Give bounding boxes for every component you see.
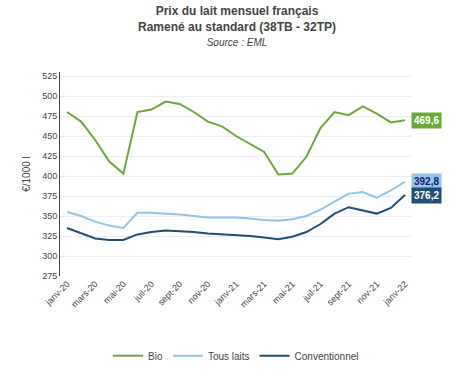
svg-text:mai-20: mai-20 <box>101 279 128 306</box>
svg-text:376,2: 376,2 <box>414 190 439 201</box>
svg-text:Conventionnel: Conventionnel <box>295 351 359 362</box>
svg-text:Bio: Bio <box>148 351 163 362</box>
svg-text:500: 500 <box>42 91 57 101</box>
svg-text:300: 300 <box>42 251 57 261</box>
svg-text:sept-21: sept-21 <box>325 279 353 307</box>
svg-text:janv-22: janv-22 <box>381 279 410 308</box>
svg-text:mars-20: mars-20 <box>69 279 99 309</box>
svg-text:400: 400 <box>42 171 57 181</box>
svg-text:janv-20: janv-20 <box>43 279 72 308</box>
svg-text:450: 450 <box>42 131 57 141</box>
svg-text:350: 350 <box>42 211 57 221</box>
svg-text:juil-21: juil-21 <box>300 279 325 304</box>
svg-text:475: 475 <box>42 111 57 121</box>
svg-text:469,6: 469,6 <box>414 115 439 126</box>
svg-text:Tous laits: Tous laits <box>208 351 250 362</box>
svg-text:525: 525 <box>42 71 57 81</box>
svg-text:nov-20: nov-20 <box>186 279 213 306</box>
svg-text:sept-20: sept-20 <box>156 279 184 307</box>
svg-text:mai-21: mai-21 <box>270 279 297 306</box>
svg-text:375: 375 <box>42 191 57 201</box>
svg-text:mars-21: mars-21 <box>238 279 268 309</box>
svg-text:janv-21: janv-21 <box>212 279 241 308</box>
svg-text:325: 325 <box>42 231 57 241</box>
svg-text:€/1000 l: €/1000 l <box>21 156 32 192</box>
svg-text:nov-21: nov-21 <box>355 279 382 306</box>
svg-text:juil-20: juil-20 <box>131 279 156 304</box>
svg-text:Prix du lait mensuel françaisR: Prix du lait mensuel françaisRamené au s… <box>138 4 336 48</box>
svg-text:425: 425 <box>42 151 57 161</box>
svg-text:275: 275 <box>42 271 57 281</box>
svg-text:392,8: 392,8 <box>414 176 439 187</box>
